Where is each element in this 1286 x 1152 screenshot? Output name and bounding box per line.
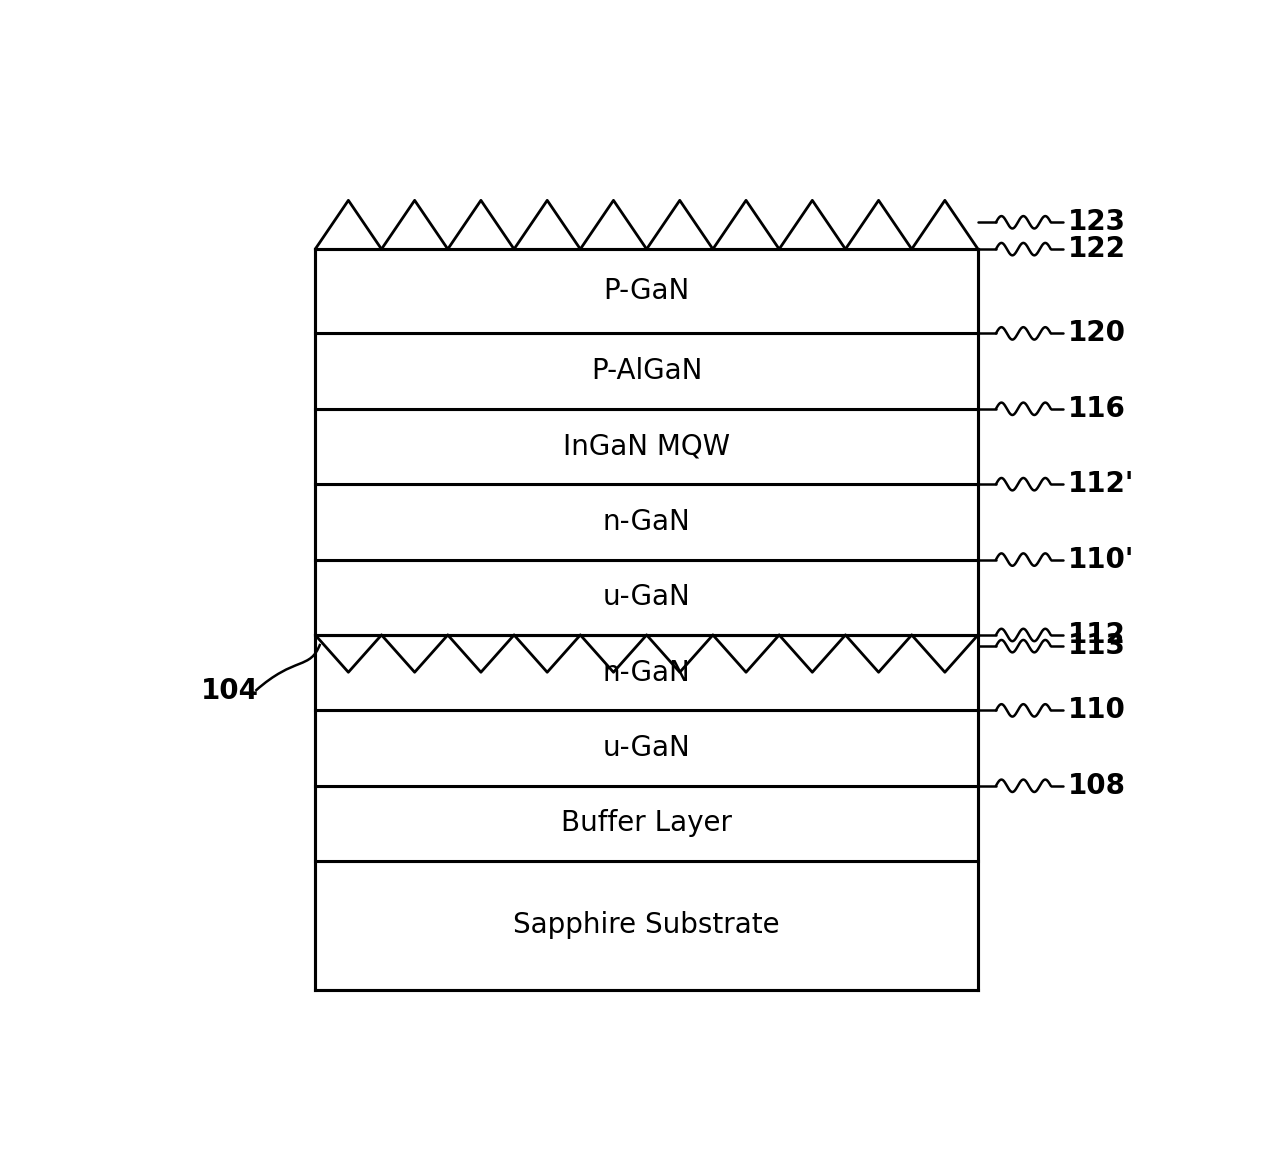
Text: Sapphire Substrate: Sapphire Substrate	[513, 911, 779, 940]
Text: 104: 104	[201, 677, 258, 705]
Text: P-GaN: P-GaN	[603, 278, 689, 305]
Bar	[315, 711, 977, 786]
Bar	[315, 560, 977, 635]
Text: Buffer Layer: Buffer Layer	[561, 810, 732, 838]
Text: n-GaN: n-GaN	[603, 659, 691, 687]
Text: u-GaN: u-GaN	[603, 583, 691, 612]
Bar	[315, 484, 977, 560]
Bar	[315, 333, 977, 409]
Bar	[315, 635, 977, 711]
Text: 113: 113	[1067, 632, 1125, 660]
Text: 123: 123	[1067, 209, 1125, 236]
Bar	[315, 862, 977, 990]
Text: 110: 110	[1067, 696, 1125, 725]
Text: 116: 116	[1067, 395, 1125, 423]
Text: 112: 112	[1067, 621, 1125, 649]
Text: 112': 112'	[1067, 470, 1134, 498]
Text: 122: 122	[1067, 235, 1125, 263]
Text: n-GaN: n-GaN	[603, 508, 691, 536]
Text: u-GaN: u-GaN	[603, 734, 691, 763]
Bar	[315, 786, 977, 862]
Text: InGaN MQW: InGaN MQW	[563, 432, 730, 461]
Bar	[315, 249, 977, 333]
Text: P-AlGaN: P-AlGaN	[592, 357, 702, 385]
Text: 120: 120	[1067, 319, 1125, 348]
Bar	[315, 409, 977, 484]
Text: 108: 108	[1067, 772, 1125, 799]
Text: 110': 110'	[1067, 546, 1134, 574]
